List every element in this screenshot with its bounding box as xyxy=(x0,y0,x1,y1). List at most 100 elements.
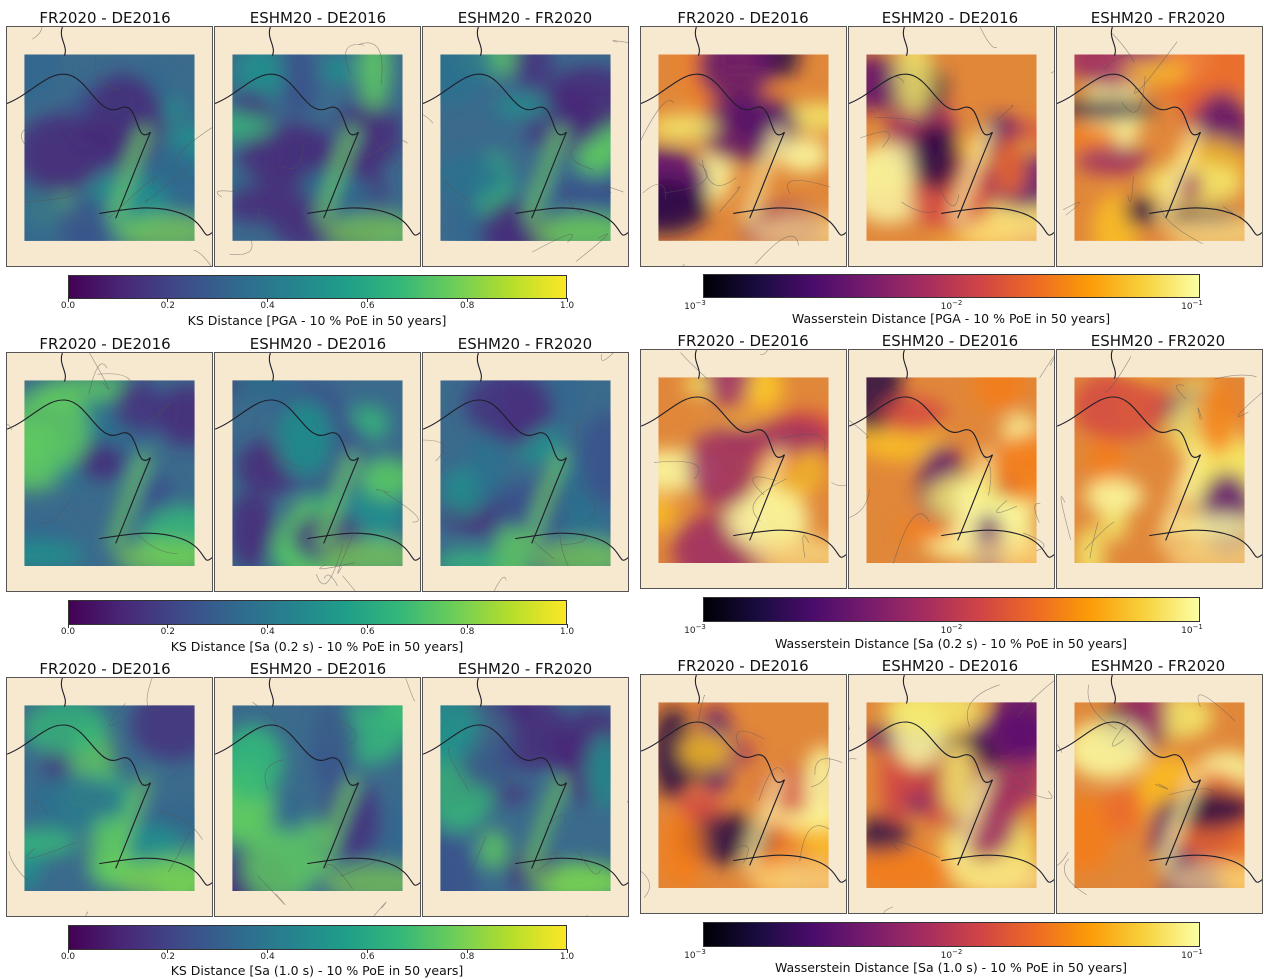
ks-tick-label: 0.2 xyxy=(160,952,175,962)
map-graphic xyxy=(849,350,1054,564)
panel-title: FR2020 - DE2016 xyxy=(39,660,171,678)
ks-tick-mark xyxy=(67,624,69,628)
map-panel-w-pga-eshm-fr xyxy=(1056,26,1263,267)
map-panel-ks-sa10-fr-de xyxy=(6,677,213,917)
ks-tick-mark xyxy=(167,949,169,953)
wasserstein-tick-label: 10−1 xyxy=(1181,948,1203,961)
panel-title: ESHM20 - FR2020 xyxy=(1090,657,1226,675)
ks-tick-label: 0.0 xyxy=(60,952,76,962)
panel-title: ESHM20 - DE2016 xyxy=(881,9,1019,27)
ks-tick-mark xyxy=(267,298,269,302)
map-graphic xyxy=(7,353,212,567)
map-panel-w-sa10-fr-de xyxy=(640,674,847,914)
ks-tick-mark xyxy=(566,624,568,628)
ks-tick-mark xyxy=(67,949,69,953)
map-graphic xyxy=(7,678,212,916)
wasserstein-colorbar-label: Wasserstein Distance [Sa (1.0 s) - 10 % … xyxy=(774,960,1128,975)
panel-title: ESHM20 - FR2020 xyxy=(457,9,593,27)
ks-tick-label: 0.2 xyxy=(160,301,175,311)
ks-tick-label: 0.8 xyxy=(460,952,475,962)
ks-tick-mark xyxy=(366,624,368,628)
panel-title: FR2020 - DE2016 xyxy=(39,335,171,353)
ks-tick-label: 1.0 xyxy=(559,301,575,311)
panel-title: FR2020 - DE2016 xyxy=(677,332,809,350)
wasserstein-tick-label: 10−2 xyxy=(940,623,963,636)
wasserstein-tick-label: 10−2 xyxy=(940,299,963,312)
map-graphic xyxy=(849,675,1054,913)
map-panel-ks-sa10-eshm-fr xyxy=(422,677,629,917)
ks-tick-label: 0.6 xyxy=(360,952,375,962)
wasserstein-colorbar-label: Wasserstein Distance [PGA - 10 % PoE in … xyxy=(791,311,1111,326)
map-panel-ks-pga-eshm-fr xyxy=(422,26,629,267)
panel-title: ESHM20 - FR2020 xyxy=(1090,332,1226,350)
panel-title: ESHM20 - DE2016 xyxy=(881,657,1019,675)
ks-tick-label: 0.8 xyxy=(460,627,475,637)
map-graphic xyxy=(1057,27,1262,244)
wasserstein-tick-label: 10−1 xyxy=(1181,299,1203,312)
map-graphic xyxy=(7,27,212,266)
wasserstein-tick-label: 10−3 xyxy=(684,948,706,961)
ks-colorbar xyxy=(68,275,567,299)
ks-colorbar-label: KS Distance [Sa (1.0 s) - 10 % PoE in 50… xyxy=(170,963,464,978)
map-panel-w-sa02-eshm-de xyxy=(848,349,1055,589)
ks-tick-mark xyxy=(267,949,269,953)
panel-title: FR2020 - DE2016 xyxy=(39,9,171,27)
map-graphic xyxy=(1057,675,1262,896)
ks-tick-mark xyxy=(566,949,568,953)
wasserstein-tick-label: 10−3 xyxy=(684,623,706,636)
ks-tick-mark xyxy=(267,624,269,628)
map-graphic xyxy=(641,27,846,266)
ks-tick-mark xyxy=(167,298,169,302)
ks-colorbar-label: KS Distance [Sa (0.2 s) - 10 % PoE in 50… xyxy=(170,639,464,654)
map-graphic xyxy=(215,678,420,916)
ks-tick-label: 0.0 xyxy=(60,627,76,637)
map-graphic xyxy=(849,27,1054,241)
panel-title: ESHM20 - DE2016 xyxy=(249,335,387,353)
map-panel-w-sa10-eshm-fr xyxy=(1056,674,1263,914)
wasserstein-tick-label: 10−2 xyxy=(940,948,963,961)
ks-tick-mark xyxy=(366,949,368,953)
map-graphic xyxy=(1057,350,1262,564)
panel-title: ESHM20 - DE2016 xyxy=(249,660,387,678)
panel-title: ESHM20 - DE2016 xyxy=(881,332,1019,350)
map-panel-w-sa02-fr-de xyxy=(640,349,847,589)
ks-colorbar-label: KS Distance [PGA - 10 % PoE in 50 years] xyxy=(187,313,447,328)
ks-tick-mark xyxy=(67,298,69,302)
map-panel-ks-sa10-eshm-de xyxy=(214,677,421,917)
map-panel-ks-sa02-eshm-de xyxy=(214,352,421,592)
map-panel-w-sa02-eshm-fr xyxy=(1056,349,1263,589)
ks-tick-label: 0.4 xyxy=(260,952,275,962)
ks-tick-mark xyxy=(566,298,568,302)
map-graphic xyxy=(423,353,628,591)
map-panel-w-pga-fr-de xyxy=(640,26,847,267)
map-panel-w-pga-eshm-de xyxy=(848,26,1055,267)
wasserstein-tick-label: 10−3 xyxy=(684,299,706,312)
ks-tick-label: 0.6 xyxy=(360,627,375,637)
map-panel-ks-sa02-fr-de xyxy=(6,352,213,592)
ks-tick-label: 1.0 xyxy=(559,627,575,637)
panel-title: ESHM20 - FR2020 xyxy=(1090,9,1226,27)
map-panel-w-sa10-eshm-de xyxy=(848,674,1055,914)
map-panel-ks-pga-eshm-de xyxy=(214,26,421,267)
wasserstein-colorbar-label: Wasserstein Distance [Sa (0.2 s) - 10 % … xyxy=(774,636,1128,651)
wasserstein-colorbar xyxy=(703,597,1200,622)
ks-tick-mark xyxy=(167,624,169,628)
panel-title: ESHM20 - FR2020 xyxy=(457,660,593,678)
wasserstein-colorbar xyxy=(703,274,1200,298)
map-panel-ks-sa02-eshm-fr xyxy=(422,352,629,592)
map-graphic xyxy=(215,353,420,591)
ks-colorbar xyxy=(68,600,567,625)
panel-title: FR2020 - DE2016 xyxy=(677,9,809,27)
ks-tick-label: 0.6 xyxy=(360,301,375,311)
ks-tick-label: 0.0 xyxy=(60,301,76,311)
wasserstein-tick-label: 10−1 xyxy=(1181,623,1203,636)
ks-tick-mark xyxy=(466,949,468,953)
map-graphic xyxy=(215,27,420,255)
map-graphic xyxy=(641,675,846,898)
ks-tick-label: 0.4 xyxy=(260,301,275,311)
ks-tick-label: 0.4 xyxy=(260,627,275,637)
ks-tick-mark xyxy=(366,298,368,302)
map-graphic xyxy=(423,678,628,916)
ks-tick-label: 0.2 xyxy=(160,627,175,637)
wasserstein-colorbar xyxy=(703,922,1200,947)
